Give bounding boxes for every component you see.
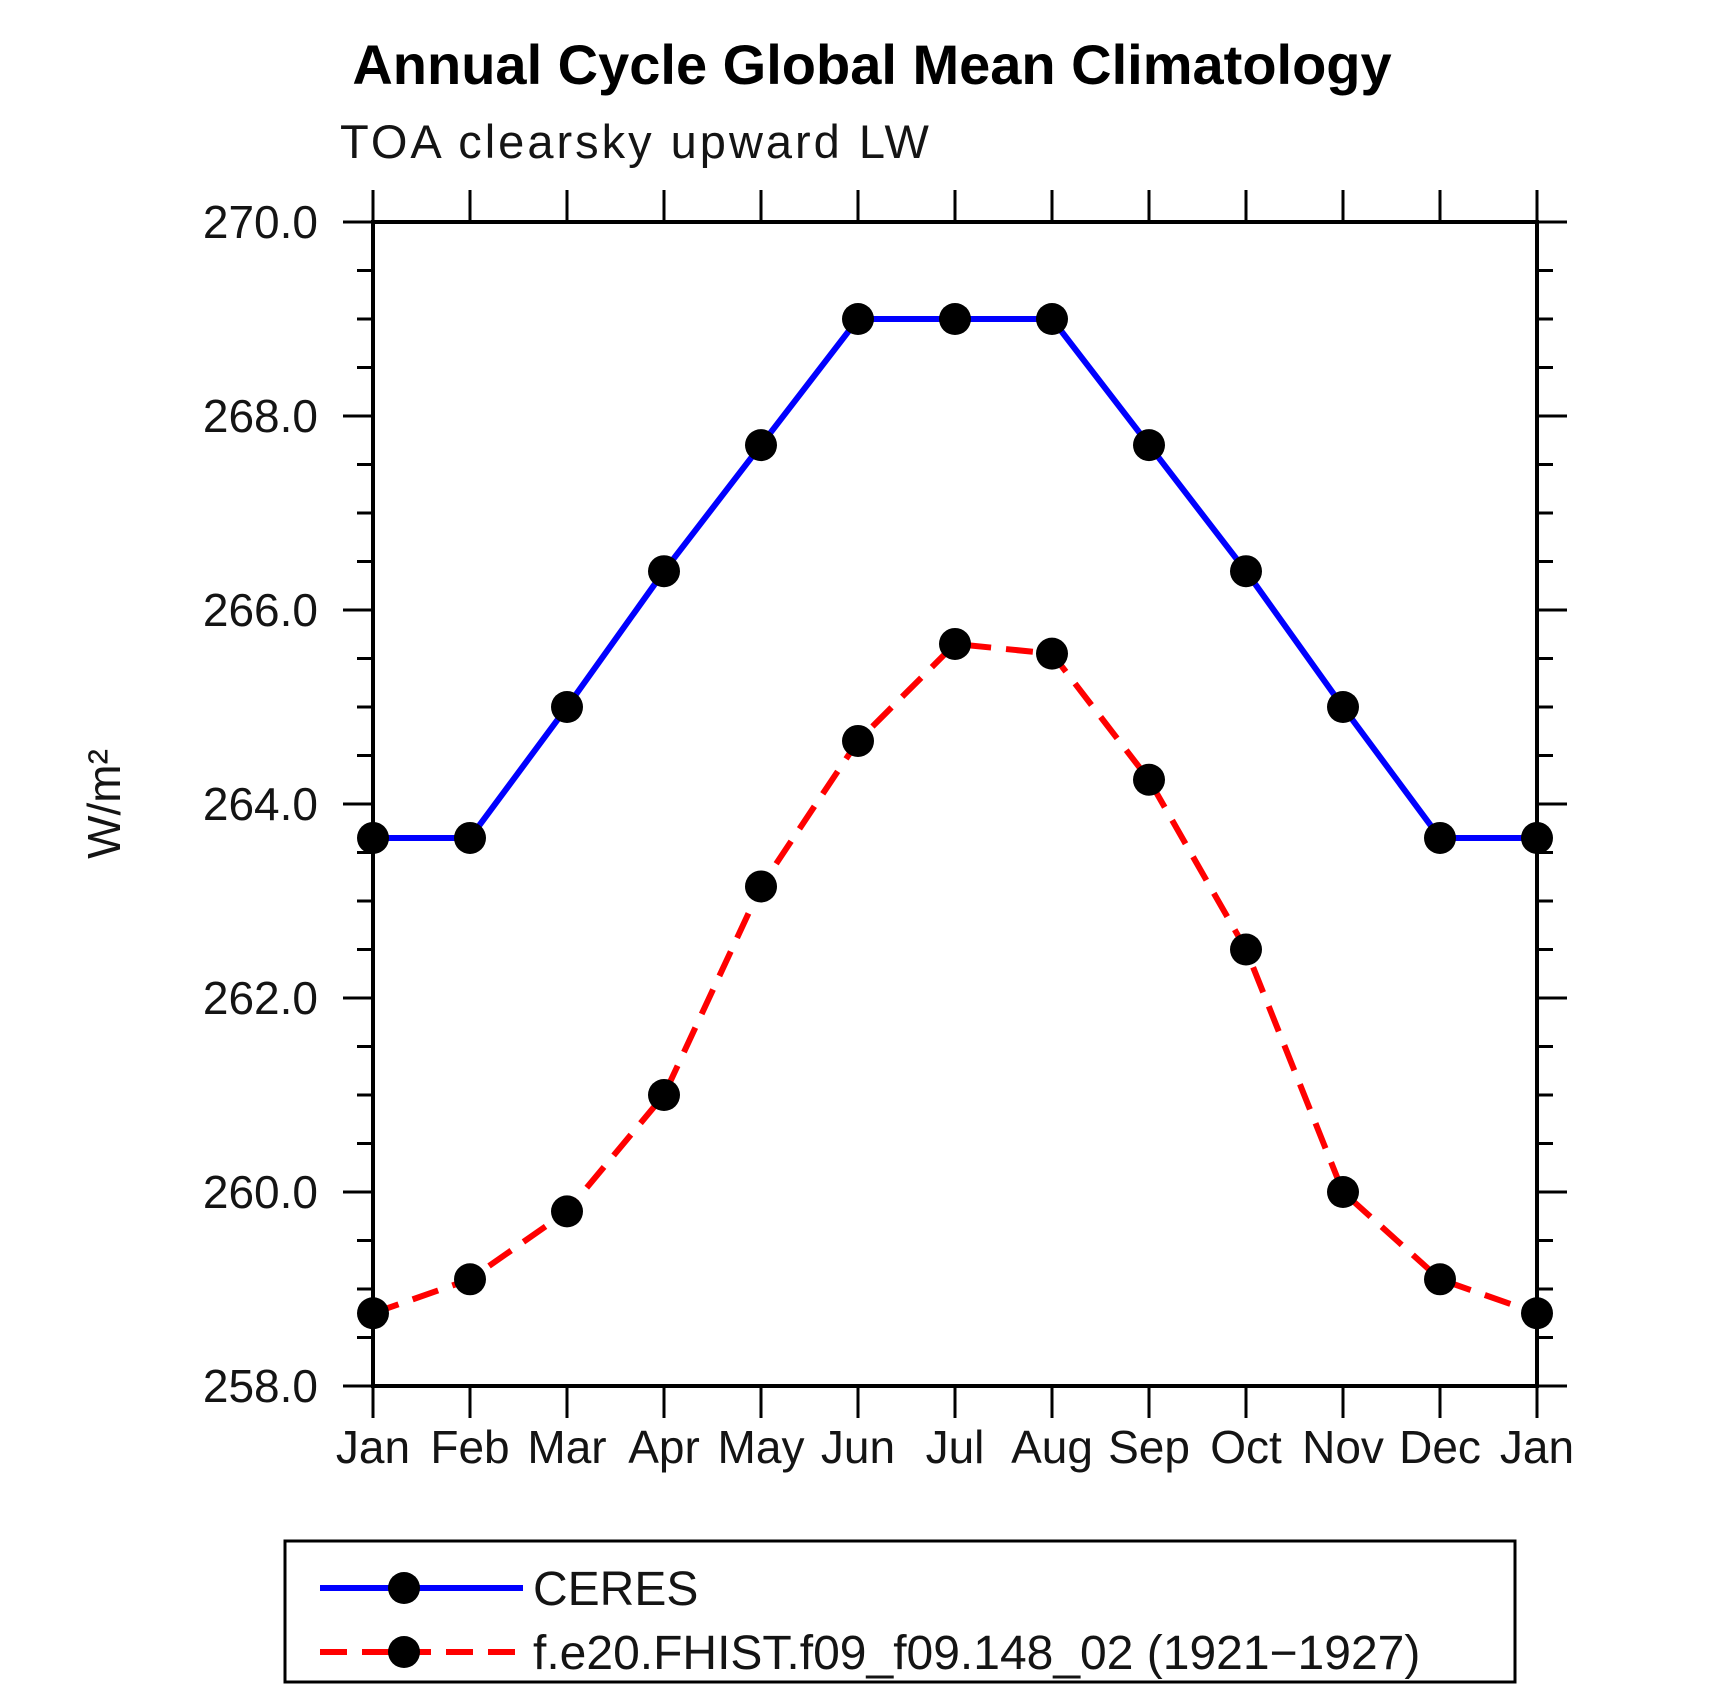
month-label: Mar <box>527 1421 606 1473</box>
month-label: Feb <box>430 1421 509 1473</box>
month-label: Dec <box>1399 1421 1481 1473</box>
y-axis-tick-labels: 258.0 260.0 262.0 264.0 266.0 268.0 270.0 <box>203 196 318 1412</box>
data-point-marker <box>1327 1176 1359 1208</box>
chart-subtitle: TOA clearsky upward LW <box>340 115 932 168</box>
month-label: May <box>718 1421 805 1473</box>
y-tick-label: 264.0 <box>203 778 318 830</box>
data-point-marker <box>745 870 777 903</box>
data-point-marker <box>357 821 389 854</box>
x-axis-tick-labels: Jan Feb Mar Apr May Jun Jul Aug Sep Oct Nov Dec Jan <box>336 1421 1574 1473</box>
series-line-0 <box>373 316 1537 841</box>
x-axis-ticks <box>371 190 1539 1418</box>
legend-label-ceres: CERES <box>533 1563 698 1616</box>
legend: CERES f.e20.FHIST.f09_f09.148_02 (1921−1… <box>283 1539 1517 1684</box>
month-label: Sep <box>1108 1421 1190 1473</box>
data-point-marker <box>454 821 486 854</box>
month-label: Jul <box>926 1421 985 1473</box>
data-point-marker <box>551 1195 583 1228</box>
data-point-marker <box>842 303 874 335</box>
legend-label-model: f.e20.FHIST.f09_f09.148_02 (1921−1927) <box>533 1627 1420 1680</box>
series-line-1 <box>372 640 1538 1317</box>
month-label: Aug <box>1011 1421 1093 1473</box>
data-series <box>357 303 1553 1330</box>
data-point-marker <box>1327 691 1359 723</box>
month-label: Jun <box>821 1421 895 1473</box>
y-tick-label: 268.0 <box>203 390 318 442</box>
chart-title: Annual Cycle Global Mean Climatology <box>352 33 1391 96</box>
data-point-marker <box>648 1079 680 1111</box>
data-point-marker <box>1521 821 1553 854</box>
legend-marker-ceres <box>388 1572 420 1604</box>
data-point-marker <box>1036 637 1068 670</box>
month-label: Oct <box>1210 1421 1282 1473</box>
y-axis-title: W/m² <box>78 749 130 859</box>
data-point-marker <box>357 1297 389 1330</box>
month-label: Jan <box>1500 1421 1574 1473</box>
data-point-marker <box>551 691 583 723</box>
data-point-marker <box>1424 1263 1456 1296</box>
y-tick-label: 270.0 <box>203 196 318 248</box>
legend-marker-model <box>388 1636 420 1668</box>
y-tick-label: 258.0 <box>203 1360 318 1412</box>
data-point-marker <box>1230 555 1262 588</box>
data-point-marker <box>1230 933 1262 966</box>
y-tick-label: 262.0 <box>203 972 318 1024</box>
y-tick-label: 260.0 <box>203 1166 318 1218</box>
data-point-marker <box>939 303 971 335</box>
data-point-marker <box>745 429 777 462</box>
data-point-marker <box>1036 303 1068 335</box>
legend-box <box>283 1539 1517 1684</box>
month-label: Apr <box>628 1421 700 1473</box>
data-point-marker <box>842 724 874 757</box>
y-axis-ticks <box>343 220 1567 1388</box>
data-point-marker <box>939 627 971 660</box>
data-point-marker <box>1521 1297 1553 1330</box>
month-label: Jan <box>336 1421 410 1473</box>
data-point-marker <box>1133 429 1165 462</box>
y-tick-label: 266.0 <box>203 584 318 636</box>
data-point-marker <box>454 1263 486 1296</box>
month-label: Nov <box>1302 1421 1384 1473</box>
data-point-marker <box>1424 821 1456 854</box>
data-point-marker <box>648 555 680 588</box>
data-point-marker <box>1133 763 1165 796</box>
